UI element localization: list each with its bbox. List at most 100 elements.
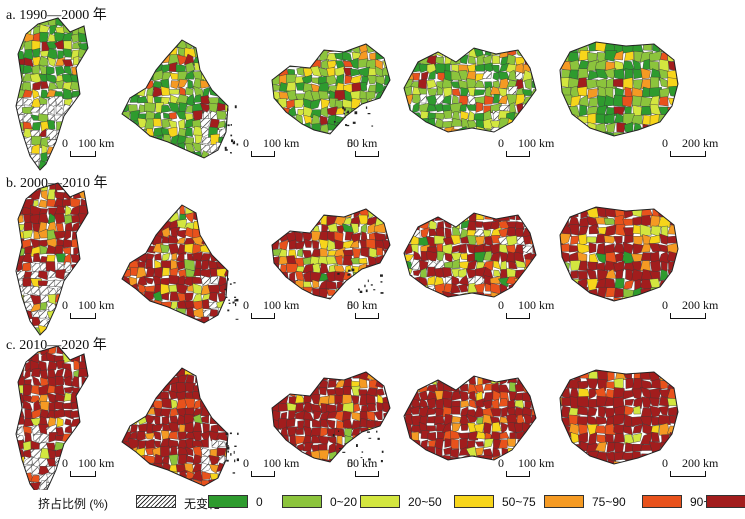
map-unit <box>451 94 459 104</box>
map-unit <box>122 40 124 41</box>
map-unit <box>286 115 296 126</box>
map-unit <box>31 135 42 146</box>
map-unit <box>588 388 598 400</box>
map-unit <box>404 454 412 460</box>
map-unit <box>391 92 401 102</box>
map-panel-1-4 <box>559 206 679 317</box>
map-unit <box>85 63 88 76</box>
map-unit <box>295 428 304 435</box>
island <box>232 301 235 304</box>
map-unit <box>200 389 213 401</box>
map-unit <box>122 71 132 82</box>
map-unit <box>622 425 633 436</box>
map-unit <box>193 322 205 323</box>
map-unit <box>373 409 383 421</box>
map-unit <box>86 432 88 444</box>
map-unit <box>152 373 164 387</box>
map-unit <box>603 235 618 244</box>
map-unit <box>168 454 179 466</box>
map-unit <box>87 245 88 256</box>
map-unit <box>404 134 412 146</box>
map-unit <box>200 103 211 114</box>
map-unit <box>382 255 390 266</box>
map-unit <box>216 252 228 262</box>
map-unit <box>391 305 401 315</box>
map-unit <box>122 284 132 294</box>
map-unit <box>78 334 88 335</box>
map-unit <box>394 454 403 465</box>
map-unit <box>326 44 338 45</box>
map-unit <box>577 142 586 152</box>
map-unit <box>367 372 377 374</box>
map-unit <box>309 98 321 111</box>
scale-line <box>70 471 96 477</box>
map-unit <box>160 368 171 376</box>
map-unit <box>540 409 547 417</box>
scale-line <box>251 151 275 157</box>
map-unit <box>278 44 290 46</box>
map-unit <box>560 297 572 301</box>
legend-label: 75~90 <box>592 495 626 509</box>
map-unit <box>561 307 570 317</box>
map-unit <box>208 368 220 377</box>
scale-line <box>670 313 706 319</box>
map-unit <box>375 209 385 210</box>
map-unit <box>160 40 172 42</box>
map-unit <box>382 372 390 374</box>
map-unit <box>145 64 155 72</box>
map-unit <box>404 390 413 402</box>
map-unit <box>272 379 274 389</box>
island <box>227 108 229 111</box>
map-unit <box>576 370 589 373</box>
map-unit <box>476 292 485 297</box>
map-unit <box>643 42 651 45</box>
map-unit <box>335 287 346 299</box>
map-unit <box>474 63 486 72</box>
map-unit <box>326 67 336 78</box>
map-unit <box>177 488 188 490</box>
island <box>230 134 233 137</box>
map-unit <box>676 98 678 108</box>
map-unit <box>30 488 41 490</box>
map-unit <box>450 283 461 294</box>
map-unit <box>22 399 33 411</box>
map-unit <box>128 211 140 223</box>
map-unit <box>658 42 670 44</box>
island <box>370 284 373 286</box>
map-unit <box>224 382 228 394</box>
map-unit <box>310 459 322 462</box>
map-unit <box>128 478 139 486</box>
map-unit <box>234 392 243 401</box>
map-unit <box>122 293 130 303</box>
map-unit <box>531 283 536 294</box>
map-unit <box>457 126 467 132</box>
map-unit <box>391 58 399 68</box>
map-unit <box>474 221 484 228</box>
map-unit <box>16 196 23 208</box>
map-unit <box>40 294 49 305</box>
island <box>233 282 236 284</box>
map-unit <box>612 414 626 426</box>
map-unit <box>302 51 313 62</box>
map-unit <box>287 58 297 68</box>
map-unit <box>122 251 130 263</box>
map-unit <box>397 299 405 308</box>
island <box>224 149 228 151</box>
map-unit <box>365 114 378 126</box>
map-unit <box>7 190 16 199</box>
map-unit <box>22 97 34 106</box>
map-unit <box>538 376 549 384</box>
map-unit <box>122 120 124 129</box>
map-unit <box>23 417 34 428</box>
map-unit <box>586 378 600 390</box>
map-unit <box>69 81 82 91</box>
map-unit <box>63 375 74 387</box>
map-unit <box>450 235 461 245</box>
map-unit <box>225 478 228 486</box>
map-unit <box>632 297 644 301</box>
map-unit <box>40 334 49 335</box>
map-unit <box>392 240 402 251</box>
map-unit <box>272 418 274 429</box>
map-unit <box>40 190 49 201</box>
map-unit <box>225 62 228 75</box>
